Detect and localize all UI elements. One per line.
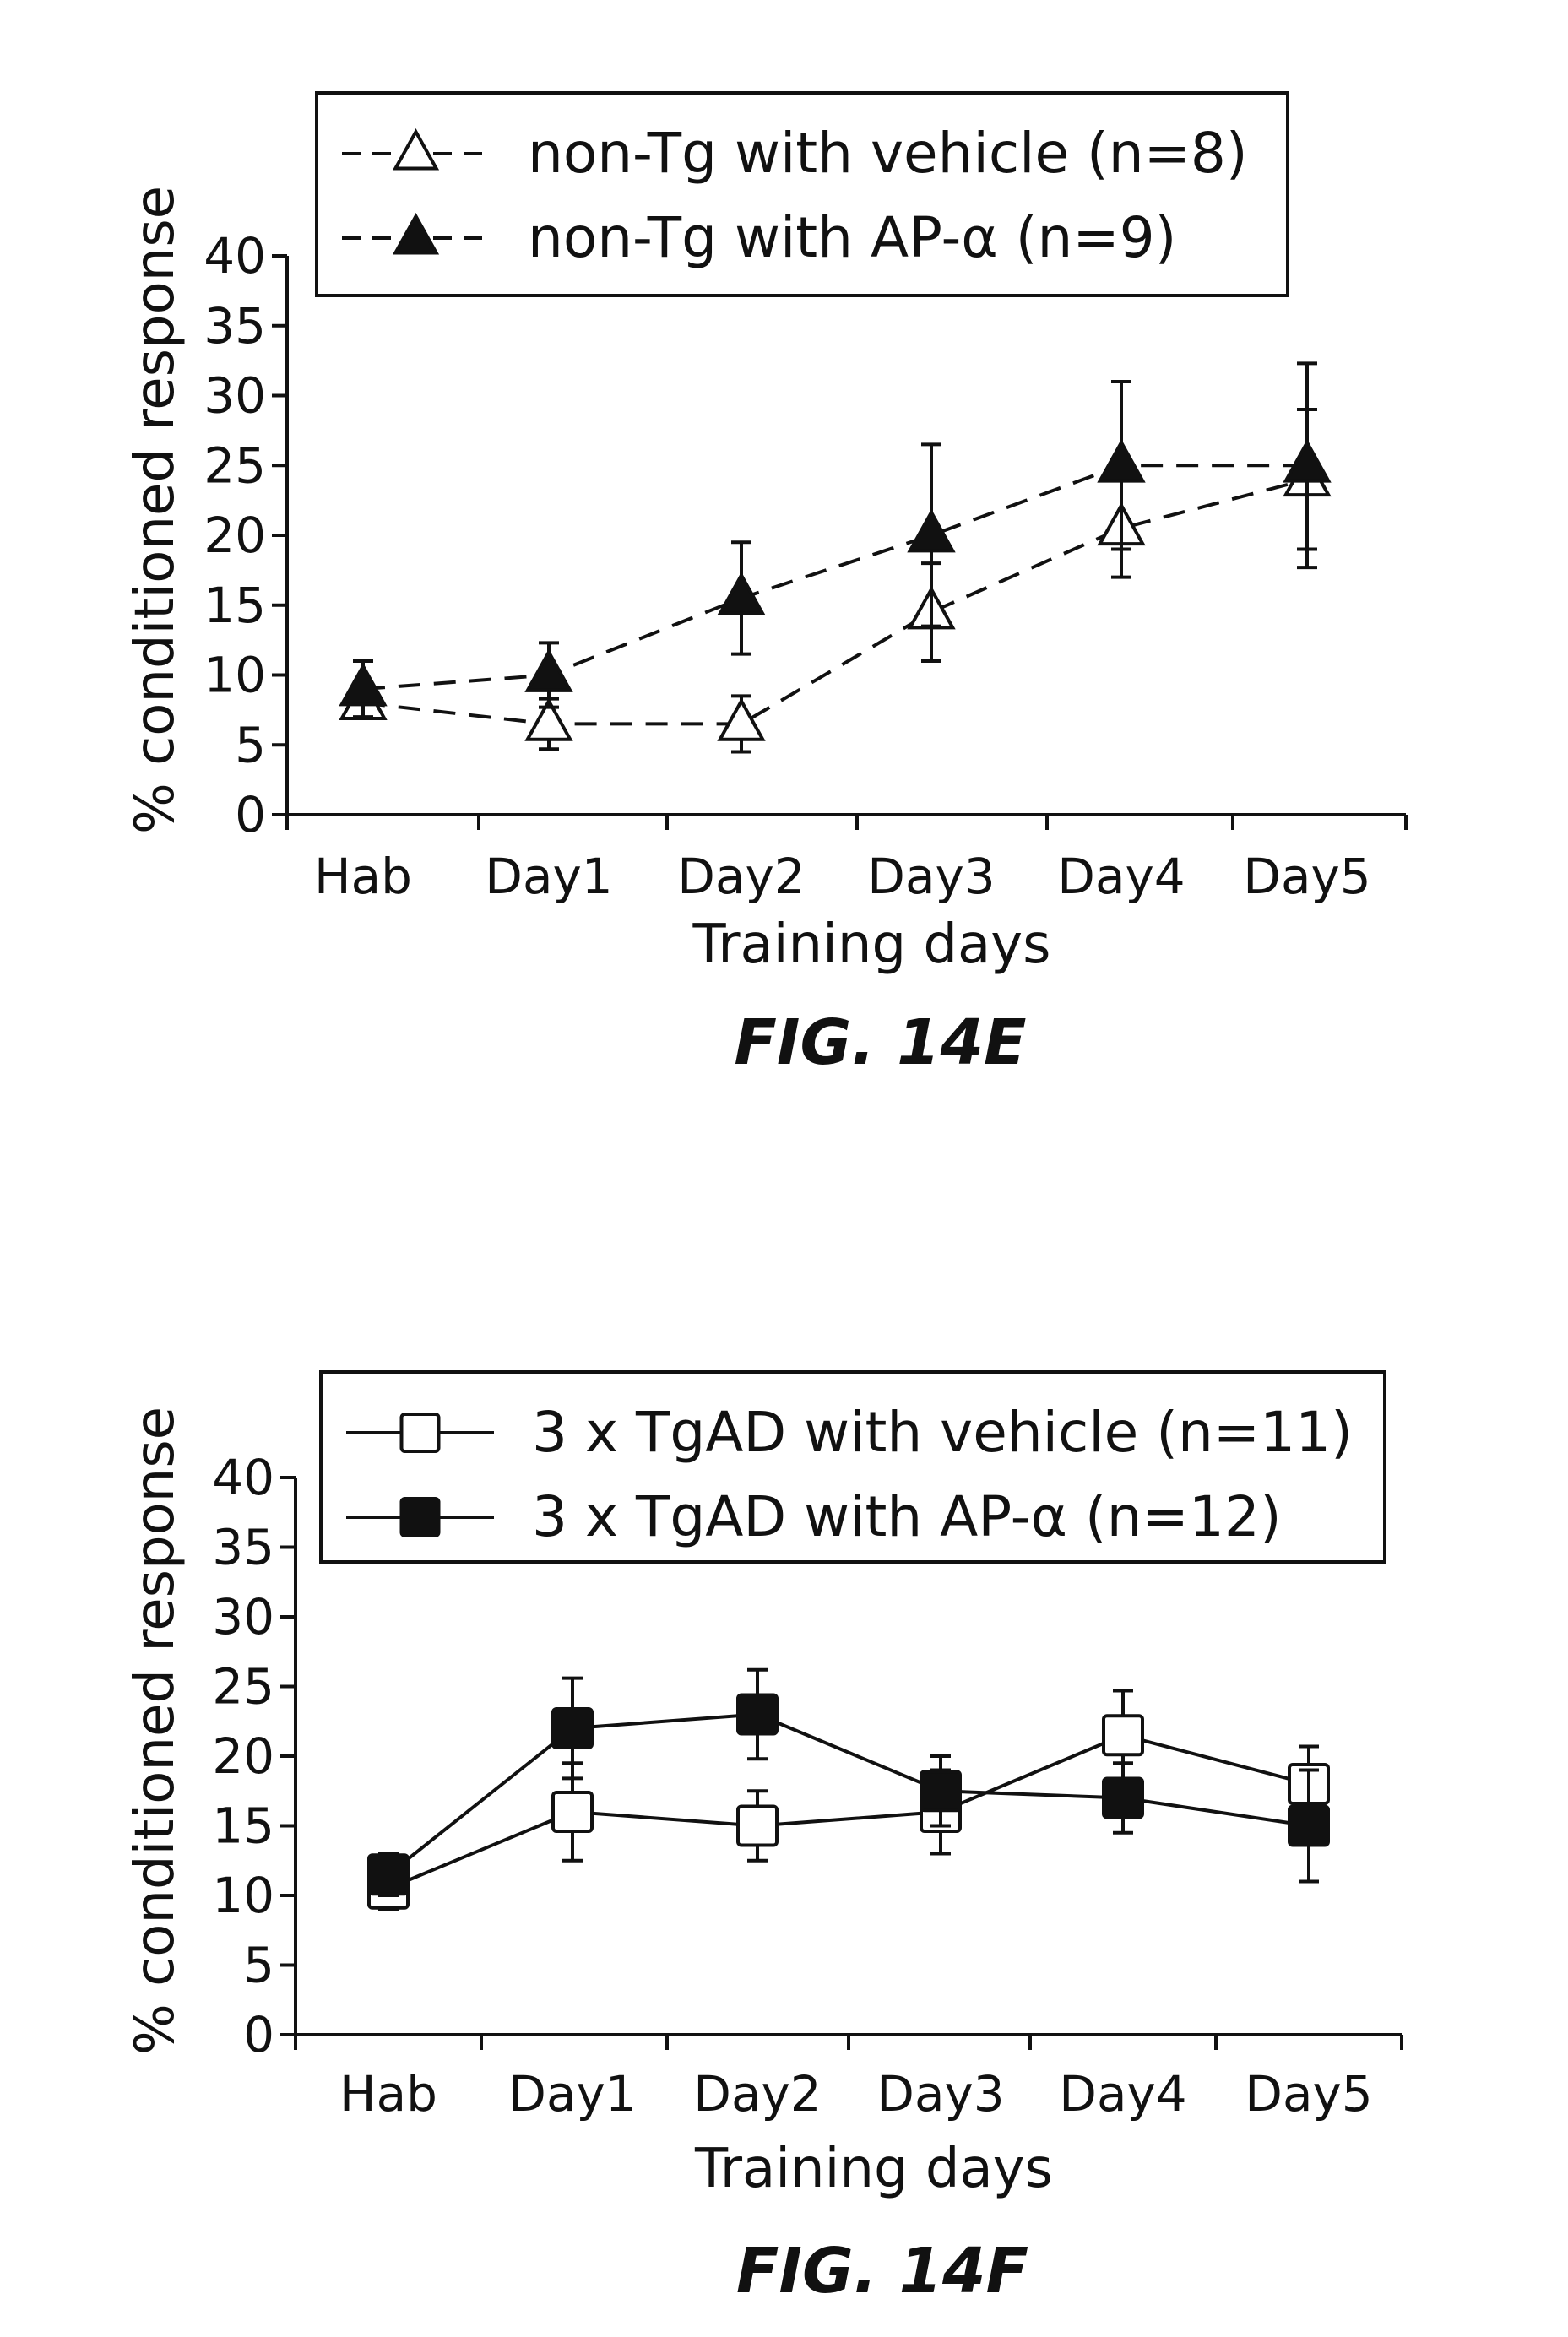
x-tick-label: Day2 xyxy=(677,848,805,905)
y-tick-label: 35 xyxy=(203,297,266,355)
figure-caption: FIG. 14E xyxy=(734,1006,1026,1079)
y-axis-title: % conditioned response xyxy=(124,1407,187,2055)
y-tick-label: 35 xyxy=(212,1519,274,1576)
series-line xyxy=(363,480,1307,724)
data-point xyxy=(553,1792,592,1831)
y-tick-label: 20 xyxy=(212,1727,274,1785)
x-tick-label: Day4 xyxy=(1057,848,1185,905)
data-point xyxy=(1100,442,1143,480)
x-axis-title: Training days xyxy=(692,914,1051,976)
y-tick-label: 30 xyxy=(203,367,266,425)
x-tick-label: Day5 xyxy=(1245,2065,1372,2123)
series-1 xyxy=(369,1690,1328,1909)
y-tick-label: 40 xyxy=(203,227,266,285)
series-line xyxy=(388,1735,1309,1889)
data-point xyxy=(738,1695,777,1734)
chart-panel-2: 0 5 10 15 20 25 30 35 40 Hab Day1 Day2 Day3 Day4 Day5 T… xyxy=(124,1372,1402,2307)
y-tick-label: 0 xyxy=(235,786,266,843)
figure-caption: FIG. 14F xyxy=(736,2235,1028,2307)
series-line xyxy=(363,465,1307,689)
series-2 xyxy=(369,1670,1328,1895)
y-tick-label: 40 xyxy=(212,1449,274,1506)
data-point xyxy=(1104,1779,1142,1818)
chart-panel-1: 0 5 10 15 20 25 30 35 40 Hab Day1 Day2 Day3 Day4 Day5 T… xyxy=(124,93,1406,1079)
x-tick-label: Day4 xyxy=(1059,2065,1186,2123)
data-point xyxy=(1286,442,1329,480)
series-1 xyxy=(342,409,1329,751)
y-axis-title: % conditioned response xyxy=(124,186,187,834)
x-tick-label: Day5 xyxy=(1243,848,1370,905)
x-tick-label: Day3 xyxy=(876,2065,1004,2123)
y-tick-label: 25 xyxy=(212,1658,274,1716)
data-point xyxy=(720,701,763,739)
y-tick-label: 0 xyxy=(243,2006,274,2063)
y-tick-label: 10 xyxy=(212,1867,274,1924)
x-axis-title: Training days xyxy=(694,2138,1053,2200)
data-point xyxy=(1289,1807,1328,1846)
x-tick-label: Hab xyxy=(314,848,412,905)
x-tick-label: Day2 xyxy=(693,2065,821,2123)
legend-marker xyxy=(402,1414,439,1451)
data-point xyxy=(738,1807,777,1846)
data-point xyxy=(553,1709,592,1748)
data-point xyxy=(528,652,571,690)
legend-marker xyxy=(402,1499,439,1536)
y-tick-label: 20 xyxy=(203,507,266,564)
y-tick-label: 15 xyxy=(212,1797,274,1855)
x-tick-label: Day1 xyxy=(508,2065,636,2123)
x-tick-label: Day3 xyxy=(867,848,995,905)
y-tick-label: 15 xyxy=(203,577,266,634)
legend-label: 3 x TgAD with vehicle (n=11) xyxy=(532,1400,1353,1465)
legend: non-Tg with vehicle (n=8) non-Tg with AP-… xyxy=(317,93,1288,296)
x-tick-label: Hab xyxy=(339,2065,437,2123)
legend-label: non-Tg with AP-α (n=9) xyxy=(528,205,1176,270)
series-line xyxy=(388,1715,1309,1875)
data-point xyxy=(1104,1716,1142,1754)
legend-label: 3 x TgAD with AP-α (n=12) xyxy=(532,1484,1282,1549)
data-point xyxy=(342,666,385,704)
x-tick-label: Day1 xyxy=(485,848,612,905)
data-point xyxy=(921,1771,960,1810)
data-point xyxy=(910,512,953,550)
data-point xyxy=(369,1855,408,1894)
y-tick-label: 30 xyxy=(212,1588,274,1646)
y-tick-label: 10 xyxy=(203,647,266,704)
series-2 xyxy=(342,363,1329,717)
y-tick-label: 25 xyxy=(203,436,266,494)
y-tick-label: 5 xyxy=(235,716,266,773)
y-tick-label: 5 xyxy=(243,1937,274,1994)
legend: 3 x TgAD with vehicle (n=11) 3 x TgAD wit… xyxy=(321,1372,1385,1562)
legend-label: non-Tg with vehicle (n=8) xyxy=(528,121,1248,186)
